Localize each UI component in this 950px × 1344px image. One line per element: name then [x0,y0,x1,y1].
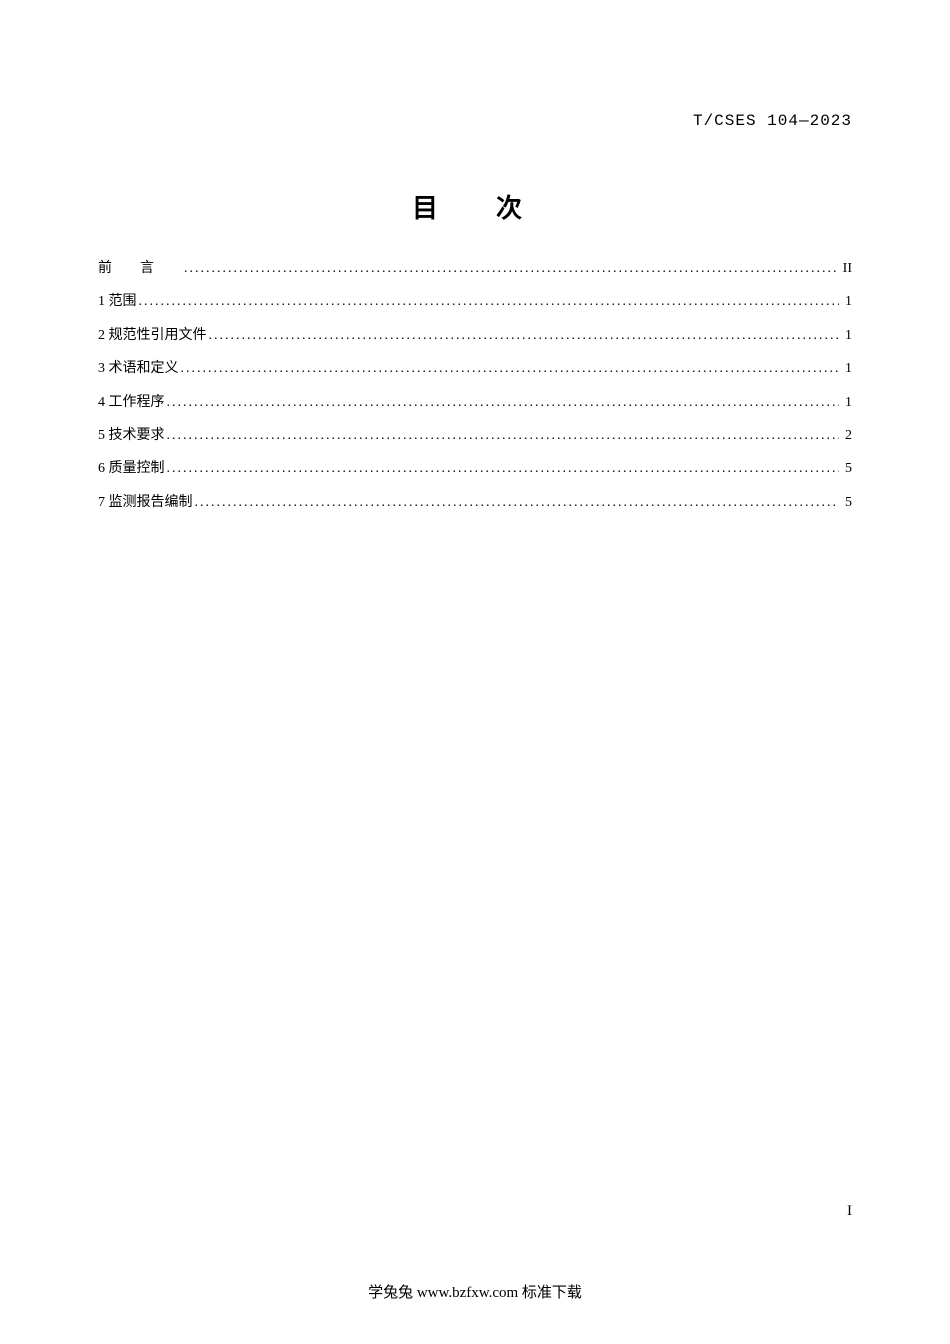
toc-entry-page: 2 [841,425,852,447]
document-code: T/CSES 104—2023 [693,112,852,130]
toc-entry-page: 1 [841,392,852,414]
toc-list: 前言 .....................................… [98,258,852,525]
toc-title: 目 次 [0,188,950,225]
page-number: I [847,1203,852,1220]
toc-entry-label: 7 监测报告编制 [98,492,193,514]
toc-dots: ........................................… [195,492,840,514]
toc-entry-label: 6 质量控制 [98,458,165,480]
toc-dots: ........................................… [167,458,840,480]
toc-dots: ........................................… [167,425,840,447]
toc-entry: 4 工作程序 .................................… [98,392,852,414]
footer-text: 学兔兔 www.bzfxw.com 标准下载 [0,1281,950,1302]
toc-entry-page: II [839,258,852,280]
toc-entry: 3 术语和定义 ................................… [98,358,852,380]
toc-entry-label: 5 技术要求 [98,425,165,447]
toc-entry: 6 质量控制 .................................… [98,458,852,480]
toc-dots: ........................................… [181,358,840,380]
toc-entry-page: 1 [841,291,852,313]
toc-entry: 7 监测报告编制 ...............................… [98,492,852,514]
toc-dots: ........................................… [184,258,837,280]
toc-entry: 2 规范性引用文件 ..............................… [98,325,852,347]
toc-entry: 1 范围 ...................................… [98,291,852,313]
toc-entry-label: 2 规范性引用文件 [98,325,207,347]
toc-dots: ........................................… [209,325,840,347]
toc-entry-label: 3 术语和定义 [98,358,179,380]
toc-dots: ........................................… [139,291,840,313]
toc-dots: ........................................… [167,392,840,414]
toc-entry: 前言 .....................................… [98,258,852,280]
toc-entry: 5 技术要求 .................................… [98,425,852,447]
toc-entry-label: 前言 [98,258,182,280]
toc-entry-page: 1 [841,325,852,347]
toc-entry-label: 4 工作程序 [98,392,165,414]
toc-entry-page: 5 [841,458,852,480]
toc-entry-label: 1 范围 [98,291,137,313]
toc-entry-page: 1 [841,358,852,380]
toc-entry-page: 5 [841,492,852,514]
